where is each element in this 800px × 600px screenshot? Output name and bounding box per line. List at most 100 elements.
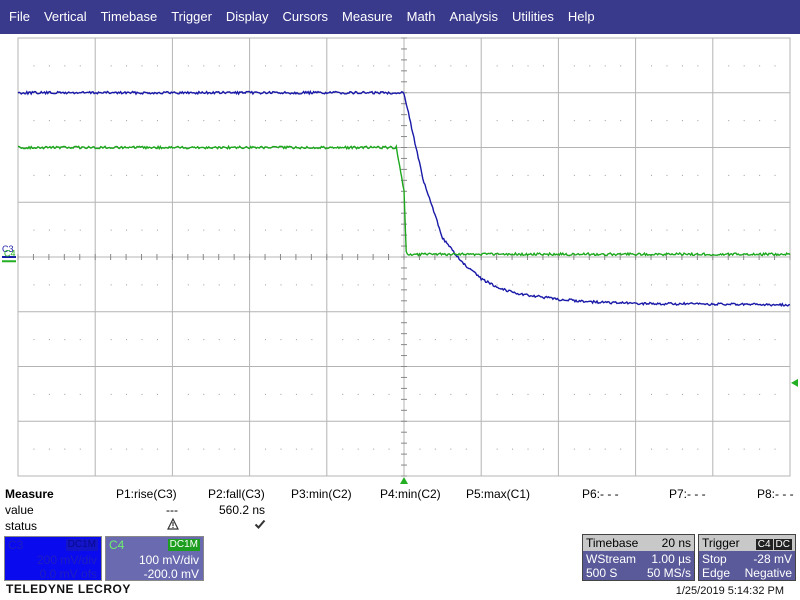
grid-dot: [357, 65, 359, 67]
grid-dot: [110, 448, 112, 450]
grid-dot: [774, 284, 776, 286]
grid-dot: [697, 120, 699, 122]
grid-dot: [141, 448, 143, 450]
grid-dot: [79, 174, 81, 176]
grid-dot: [373, 174, 375, 176]
measure-param-p3[interactable]: P3:min(C2): [291, 487, 352, 501]
grid-dot: [743, 229, 745, 231]
grid-dot: [681, 120, 683, 122]
grid-dot: [419, 339, 421, 341]
channel-c3-descriptor[interactable]: C3 DC1M 200 mV/div 0.0 mV ofs: [4, 536, 102, 581]
grid-dot: [450, 339, 452, 341]
grid-dot: [265, 284, 267, 286]
grid-dot: [141, 65, 143, 67]
grid-dot: [265, 174, 267, 176]
grid-dot: [110, 174, 112, 176]
grid-dot: [496, 393, 498, 395]
menu-trigger[interactable]: Trigger: [171, 9, 212, 24]
grid-dot: [234, 448, 236, 450]
grid-dot: [697, 174, 699, 176]
menu-timebase[interactable]: Timebase: [100, 9, 158, 24]
grid-dot: [465, 229, 467, 231]
grid-dot: [527, 65, 529, 67]
grid-dot: [265, 393, 267, 395]
grid-dot: [48, 339, 50, 341]
grid-dot: [620, 448, 622, 450]
c3-offset: 0.0 mV ofs: [39, 567, 97, 581]
grid-dot: [774, 229, 776, 231]
grid-dot: [156, 448, 158, 450]
grid-dot: [203, 393, 205, 395]
menu-math[interactable]: Math: [406, 9, 436, 24]
grid-dot: [203, 120, 205, 122]
grid-dot: [388, 174, 390, 176]
measure-param-p8[interactable]: P8:- - -: [757, 487, 794, 501]
grid-dot: [126, 393, 128, 395]
timestamp: 1/25/2019 5:14:32 PM: [675, 585, 784, 597]
grid-dot: [33, 339, 35, 341]
grid-dot: [79, 393, 81, 395]
measure-param-p6[interactable]: P6:- - -: [582, 487, 619, 501]
grid-dot: [728, 65, 730, 67]
grid-dot: [512, 229, 514, 231]
measure-param-p4[interactable]: P4:min(C2): [380, 487, 441, 501]
grid-dot: [697, 229, 699, 231]
measure-param-p7[interactable]: P7:- - -: [669, 487, 706, 501]
grid-dot: [589, 120, 591, 122]
measure-param-p1[interactable]: P1:rise(C3): [116, 487, 177, 501]
grid-dot: [465, 393, 467, 395]
grid-dot: [589, 65, 591, 67]
menu-vertical[interactable]: Vertical: [43, 9, 87, 24]
menu-help[interactable]: Help: [567, 9, 595, 24]
grid-dot: [110, 229, 112, 231]
menu-file[interactable]: File: [9, 9, 30, 24]
grid-dot: [620, 284, 622, 286]
measure-table[interactable]: Measure P1:rise(C3) P2:fall(C3) P3:min(C2)…: [0, 486, 800, 534]
grid-dot: [465, 448, 467, 450]
grid-dot: [79, 448, 81, 450]
grid-dot: [604, 284, 606, 286]
trace-c3: [17, 89, 791, 308]
trigger-descriptor[interactable]: Trigger C4 DC Stop -28 mV Edge Negative: [698, 534, 796, 581]
grid-dot: [280, 65, 282, 67]
grid-dot: [604, 393, 606, 395]
grid-dot: [79, 65, 81, 67]
channel-c4-descriptor[interactable]: C4 DC1M 100 mV/div -200.0 mV: [105, 536, 204, 581]
grid-dot: [64, 174, 66, 176]
grid-dot: [218, 174, 220, 176]
oscilloscope-display[interactable]: C3 C4: [0, 34, 800, 484]
grid-dot: [651, 65, 653, 67]
grid-dot: [388, 284, 390, 286]
grid-dot: [527, 339, 529, 341]
grid-dot: [203, 229, 205, 231]
grid-dot: [666, 120, 668, 122]
grid-dot: [388, 393, 390, 395]
menu-utilities[interactable]: Utilities: [511, 9, 554, 24]
menu-analysis[interactable]: Analysis: [449, 9, 498, 24]
menu-cursors[interactable]: Cursors: [282, 9, 329, 24]
value-row-label: value: [5, 503, 34, 517]
grid-dot: [434, 120, 436, 122]
menu-display[interactable]: Display: [225, 9, 269, 24]
grid-dot: [342, 284, 344, 286]
grid-dot: [388, 339, 390, 341]
measure-param-p2[interactable]: P2:fall(C3): [208, 487, 265, 501]
timebase-descriptor[interactable]: Timebase 20 ns WStream 1.00 µs 500 S 50 …: [582, 534, 695, 581]
menu-measure[interactable]: Measure: [342, 9, 393, 24]
grid-dot: [373, 339, 375, 341]
grid-dot: [728, 120, 730, 122]
grid-dot: [651, 284, 653, 286]
grid-dot: [465, 174, 467, 176]
grid-dot: [465, 284, 467, 286]
measure-header: Measure: [5, 487, 54, 501]
measure-param-p5[interactable]: P5:max(C1): [466, 487, 531, 501]
grid-dot: [48, 448, 50, 450]
timebase-mode-value: 1.00 µs: [651, 552, 691, 566]
grid-dot: [218, 120, 220, 122]
grid-dot: [311, 65, 313, 67]
grid-dot: [419, 65, 421, 67]
grid-dot: [697, 448, 699, 450]
c3-vdiv: 200 mV/div: [36, 553, 97, 567]
grid-dot: [697, 65, 699, 67]
